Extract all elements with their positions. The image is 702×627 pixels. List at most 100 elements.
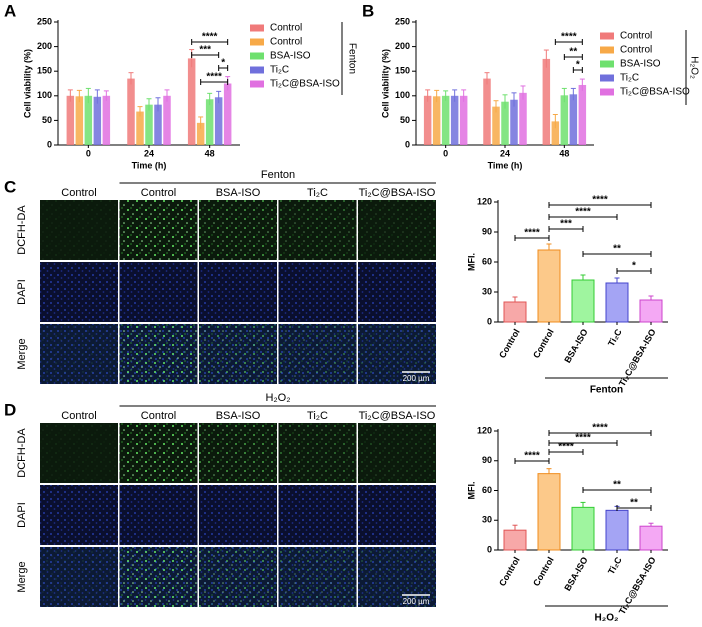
nuclei-texture xyxy=(278,262,357,322)
y-tick-label: 200 xyxy=(395,41,410,51)
x-tick-label: 48 xyxy=(205,148,215,158)
legend-label: Control xyxy=(620,45,652,56)
bar xyxy=(605,509,629,551)
bar xyxy=(542,58,551,145)
y-tick-label: 50 xyxy=(400,115,410,125)
x-tick-label: 0 xyxy=(443,148,448,158)
ros-texture xyxy=(278,200,357,260)
bar xyxy=(492,106,500,145)
nuclei-texture xyxy=(199,262,277,322)
bar xyxy=(136,111,144,145)
side-label: H₂O₂ xyxy=(688,56,699,79)
x-tick-label: Control xyxy=(497,327,522,360)
ros-texture xyxy=(278,547,357,607)
significance-label: ** xyxy=(630,498,638,509)
row-label: Merge xyxy=(16,338,28,369)
y-tick-label: 0 xyxy=(487,316,492,326)
legend-label: BSA-ISO xyxy=(270,51,311,62)
y-tick-label: 0 xyxy=(405,139,410,149)
significance-label: **** xyxy=(592,423,608,434)
ros-texture xyxy=(199,200,277,260)
y-axis-label: MFI. xyxy=(466,253,476,271)
ros-texture xyxy=(358,324,436,384)
y-tick-label: 30 xyxy=(482,286,492,296)
y-axis-label: Cell viability (%) xyxy=(22,49,32,118)
bar xyxy=(503,529,527,551)
significance-label: **** xyxy=(524,451,540,462)
ros-texture xyxy=(358,200,436,260)
y-tick-label: 90 xyxy=(482,455,492,465)
row-label: DCFH-DA xyxy=(16,205,28,255)
bar xyxy=(154,104,162,145)
y-tick-label: 120 xyxy=(477,196,492,206)
nuclei-texture xyxy=(199,485,277,545)
significance-label: **** xyxy=(524,228,540,239)
y-tick-label: 200 xyxy=(37,41,52,51)
nuclei-texture xyxy=(278,485,357,545)
significance-label: **** xyxy=(575,433,591,444)
column-header: Ti₂C xyxy=(307,187,328,199)
legend-swatch xyxy=(600,88,614,96)
side-label: Fenton xyxy=(346,43,357,74)
y-tick-label: 150 xyxy=(395,66,410,76)
ros-texture xyxy=(358,547,436,607)
bar xyxy=(605,282,629,323)
significance-label: **** xyxy=(575,207,591,218)
bar xyxy=(127,78,135,145)
bar xyxy=(510,99,518,145)
bar xyxy=(432,96,441,145)
bar xyxy=(163,95,171,145)
ros-texture xyxy=(119,324,198,384)
bar xyxy=(639,525,663,551)
bar xyxy=(578,84,587,145)
y-tick-label: 50 xyxy=(42,115,52,125)
row-label: Merge xyxy=(16,561,28,592)
bar xyxy=(571,506,595,551)
column-header: BSA-ISO xyxy=(216,410,261,422)
significance-label: *** xyxy=(199,45,211,56)
bar xyxy=(560,95,569,145)
x-tick-label: BSA-ISO xyxy=(562,555,589,592)
bar xyxy=(423,95,432,145)
ros-texture xyxy=(40,547,118,607)
bar xyxy=(66,95,75,145)
column-header: Control xyxy=(61,410,96,422)
significance-label: * xyxy=(576,60,580,71)
x-tick-label: 24 xyxy=(144,148,154,158)
y-axis-label: MFI. xyxy=(466,482,476,500)
panel-label: B xyxy=(362,1,374,20)
legend-swatch xyxy=(600,60,614,68)
x-tick-label: Ti₂C@BSA-ISO xyxy=(617,327,658,388)
y-tick-label: 250 xyxy=(37,16,52,26)
y-tick-label: 100 xyxy=(37,90,52,100)
group-label: H₂O₂ xyxy=(595,613,619,624)
group-label: Fenton xyxy=(590,385,623,396)
scale-bar-label: 200 µm xyxy=(403,597,430,606)
y-tick-label: 100 xyxy=(395,90,410,100)
bar xyxy=(441,95,450,145)
x-tick-label: Control xyxy=(531,555,556,588)
ros-texture xyxy=(358,423,436,483)
ros-texture xyxy=(40,423,118,483)
bar xyxy=(483,78,491,145)
bar xyxy=(102,95,111,145)
ros-texture xyxy=(40,324,118,384)
nuclei-texture xyxy=(119,485,198,545)
panel-label: C xyxy=(4,177,16,196)
significance-label: * xyxy=(632,261,636,272)
legend-label: Control xyxy=(620,31,652,42)
legend-label: Control xyxy=(270,23,302,34)
column-header: Control xyxy=(61,187,96,199)
significance-label: * xyxy=(221,58,225,69)
ros-texture xyxy=(40,200,118,260)
y-tick-label: 0 xyxy=(47,139,52,149)
ros-texture xyxy=(199,423,277,483)
bar xyxy=(450,95,459,145)
significance-label: ** xyxy=(569,47,577,58)
panel-label: D xyxy=(4,400,16,419)
bar xyxy=(503,301,527,323)
bar xyxy=(569,94,578,145)
legend-swatch xyxy=(250,80,264,88)
group-header: H₂O₂ xyxy=(265,392,290,404)
